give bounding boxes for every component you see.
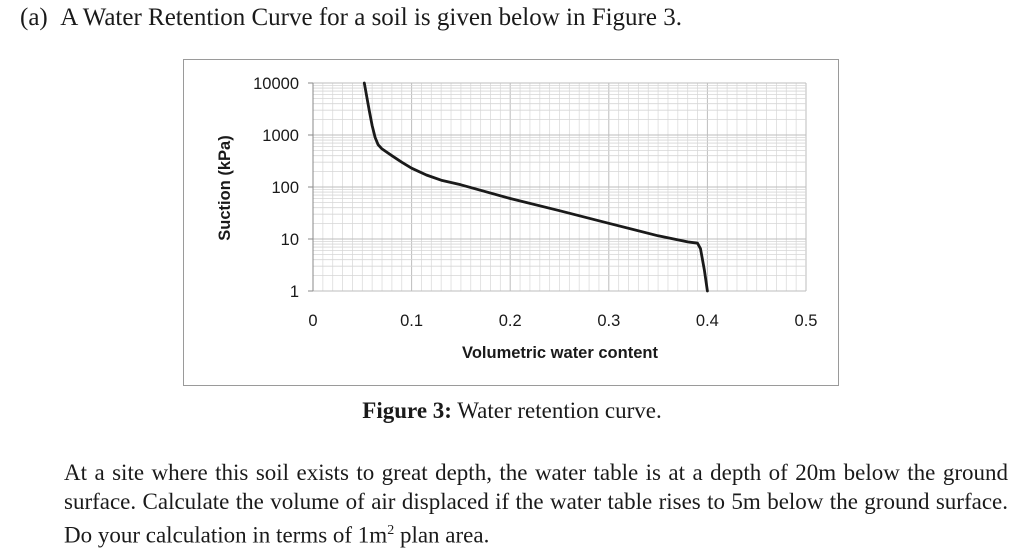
y-tick-label: 10000	[253, 75, 299, 93]
y-tick-label: 10	[281, 231, 299, 249]
question-body-superscript: 2	[387, 523, 395, 538]
x-axis-title: Volumetric water content	[462, 344, 658, 362]
y-tick-label: 100	[271, 179, 299, 197]
chart-series	[362, 81, 709, 293]
question-heading: (a) A Water Retention Curve for a soil i…	[20, 4, 682, 32]
figure-caption: Figure 3: Water retention curve.	[0, 398, 1024, 424]
figure-caption-label: Figure 3:	[362, 398, 452, 423]
y-axis-title: Suction (kPa)	[216, 135, 234, 240]
x-tick-label: 0.3	[597, 312, 620, 330]
retention-curve-line	[362, 81, 709, 293]
chart-labels: Volumetric water content Suction (kPa) 1…	[216, 75, 817, 362]
y-tick-label: 1000	[262, 127, 299, 145]
question-body-text: At a site where this soil exists to grea…	[64, 460, 1008, 548]
question-heading-text: A Water Retention Curve for a soil is gi…	[60, 4, 682, 31]
question-body: At a site where this soil exists to grea…	[64, 458, 1008, 550]
question-body-text-end: plan area.	[394, 522, 490, 548]
chart-axes	[308, 82, 314, 292]
y-tick-label: 1	[290, 283, 299, 301]
water-retention-chart: Volumetric water content Suction (kPa) 1…	[216, 75, 817, 362]
x-tick-label: 0.2	[499, 312, 522, 330]
figure-caption-text: Water retention curve.	[451, 398, 662, 423]
chart-frame: Volumetric water content Suction (kPa) 1…	[183, 59, 839, 386]
x-tick-label: 0.4	[696, 312, 719, 330]
x-tick-label: 0.5	[795, 312, 818, 330]
chart-grid	[312, 82, 807, 292]
x-tick-label: 0.1	[400, 312, 423, 330]
question-label: (a)	[20, 4, 48, 31]
x-tick-label: 0	[308, 312, 317, 330]
